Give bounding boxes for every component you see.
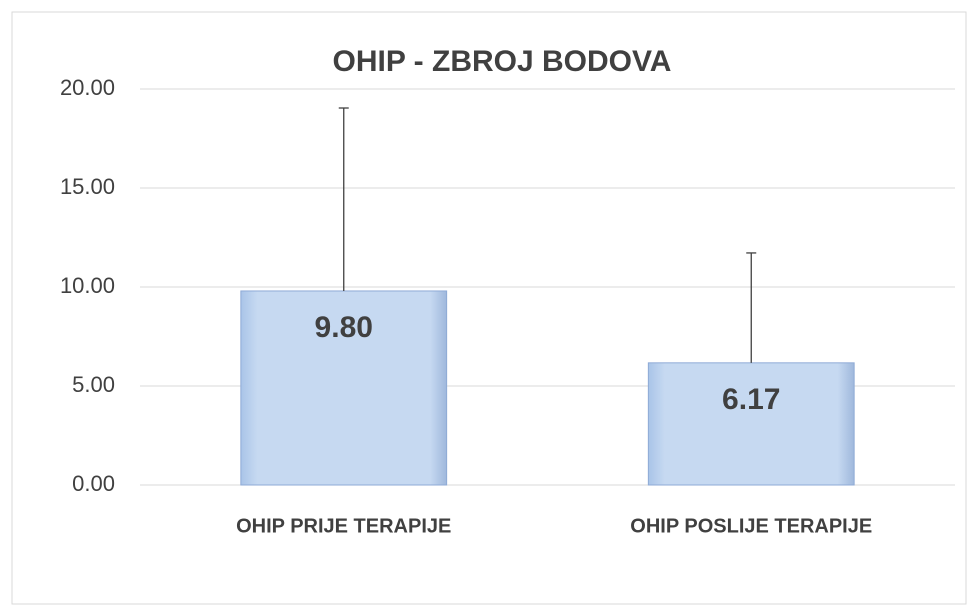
y-tick-label: 0.00 xyxy=(72,471,115,496)
bar xyxy=(647,362,855,486)
x-tick-label: OHIP PRIJE TERAPIJE xyxy=(236,515,451,537)
y-tick-label: 15.00 xyxy=(60,174,115,199)
y-tick-label: 20.00 xyxy=(60,75,115,100)
x-tick-label: OHIP POSLIJE TERAPIJE xyxy=(630,515,872,537)
y-tick-label: 5.00 xyxy=(72,372,115,397)
value-label: 6.17 xyxy=(722,383,780,416)
value-label: 9.80 xyxy=(315,311,373,344)
y-tick-label: 10.00 xyxy=(60,273,115,298)
chart-frame xyxy=(11,11,967,605)
bar xyxy=(240,290,448,486)
chart-title: OHIP - ZBROJ BODOVA xyxy=(333,45,672,78)
